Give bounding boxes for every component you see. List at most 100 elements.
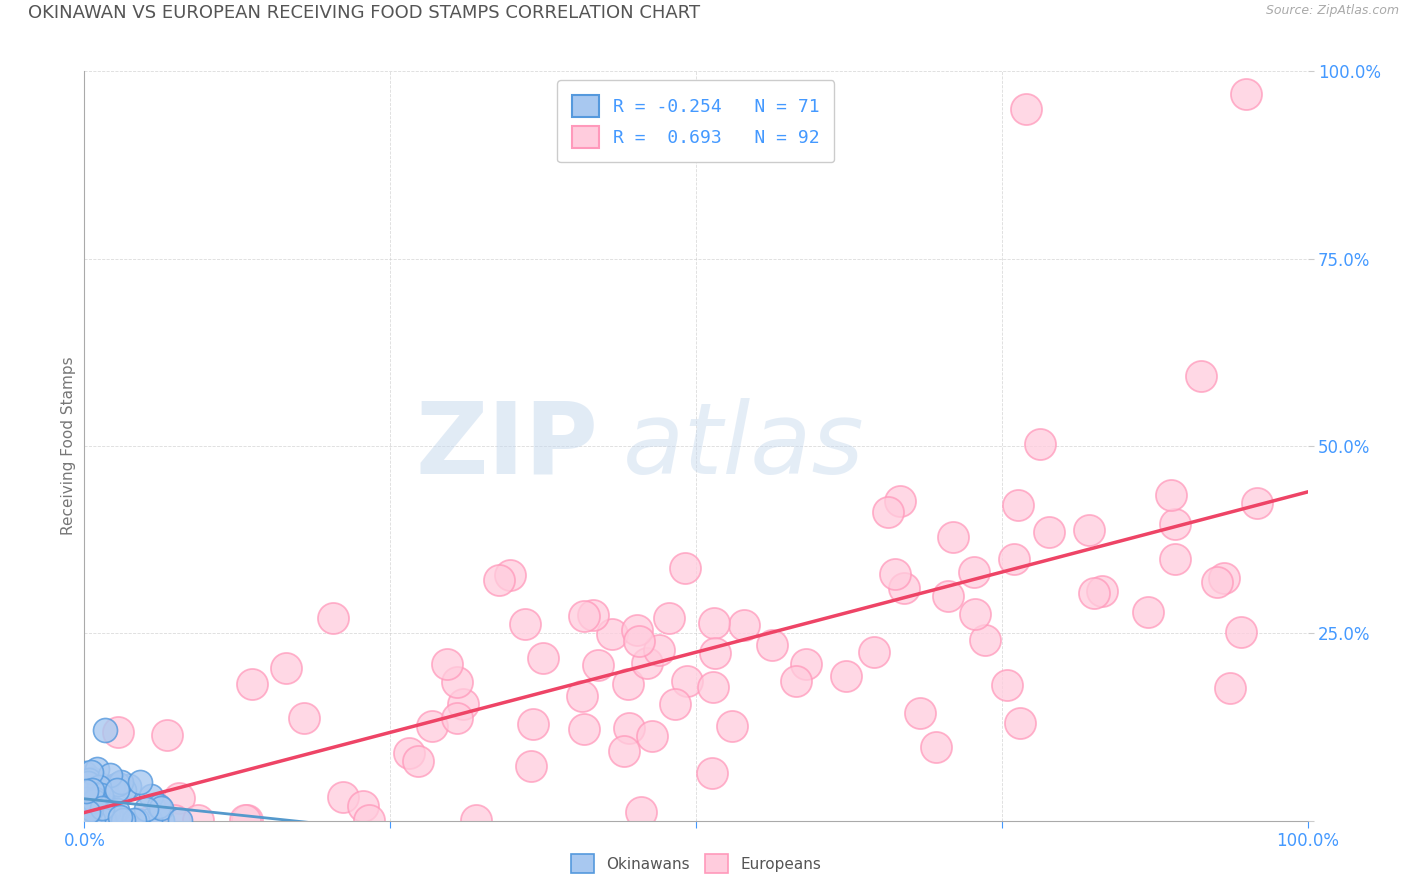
- Point: [1010, 716, 1032, 731]
- Point: [86, 762, 108, 776]
- Point: [90, 801, 112, 815]
- Point: [77, 776, 100, 790]
- Point: [464, 813, 486, 827]
- Point: [105, 803, 128, 817]
- Point: [167, 791, 190, 805]
- Point: [893, 581, 915, 595]
- Point: [75, 797, 97, 811]
- Point: [995, 678, 1018, 692]
- Point: [139, 789, 162, 803]
- Point: [86, 790, 108, 805]
- Point: [127, 813, 149, 827]
- Point: [499, 568, 522, 582]
- Point: [322, 611, 344, 625]
- Point: [835, 669, 858, 683]
- Point: [150, 813, 173, 827]
- Point: [139, 813, 162, 827]
- Point: [571, 690, 593, 704]
- Point: [702, 766, 724, 780]
- Point: [76, 798, 98, 813]
- Point: [75, 792, 97, 806]
- Point: [75, 813, 97, 827]
- Point: [963, 607, 986, 622]
- Point: [135, 802, 157, 816]
- Point: [94, 723, 117, 738]
- Point: [82, 813, 104, 827]
- Text: OKINAWAN VS EUROPEAN RECEIVING FOOD STAMPS CORRELATION CHART: OKINAWAN VS EUROPEAN RECEIVING FOOD STAM…: [28, 4, 700, 22]
- Point: [93, 800, 115, 814]
- Point: [112, 783, 135, 797]
- Point: [963, 566, 986, 580]
- Point: [664, 697, 686, 711]
- Point: [488, 573, 510, 587]
- Text: atlas: atlas: [623, 398, 865, 494]
- Point: [82, 788, 104, 802]
- Point: [600, 627, 623, 641]
- Point: [75, 813, 97, 827]
- Point: [76, 805, 98, 819]
- Point: [1007, 499, 1029, 513]
- Point: [112, 813, 135, 827]
- Point: [77, 805, 100, 820]
- Point: [107, 777, 129, 791]
- Point: [76, 812, 98, 826]
- Point: [332, 789, 354, 804]
- Point: [613, 744, 636, 758]
- Point: [93, 808, 115, 822]
- Point: [617, 677, 640, 691]
- Point: [148, 799, 170, 814]
- Point: [446, 711, 468, 725]
- Point: [93, 813, 115, 827]
- Point: [1163, 516, 1185, 531]
- Point: [658, 610, 681, 624]
- Point: [100, 807, 122, 822]
- Point: [703, 646, 725, 660]
- Point: [1246, 496, 1268, 510]
- Point: [75, 784, 97, 798]
- Point: [1230, 624, 1253, 639]
- Point: [108, 809, 131, 823]
- Point: [703, 616, 725, 631]
- Point: [87, 813, 110, 827]
- Point: [240, 677, 263, 691]
- Point: [97, 804, 120, 818]
- Point: [519, 759, 541, 773]
- Point: [169, 813, 191, 827]
- Point: [80, 802, 103, 816]
- Point: [117, 779, 139, 793]
- Point: [1160, 488, 1182, 502]
- Point: [1029, 436, 1052, 450]
- Point: [93, 780, 115, 794]
- Point: [942, 530, 965, 544]
- Point: [77, 813, 100, 827]
- Point: [80, 782, 103, 797]
- Point: [572, 608, 595, 623]
- Point: [1212, 570, 1234, 584]
- Point: [77, 797, 100, 811]
- Point: [641, 730, 664, 744]
- Point: [702, 681, 724, 695]
- Point: [619, 722, 641, 736]
- Point: [626, 623, 648, 637]
- Point: [79, 781, 101, 796]
- Point: [98, 768, 121, 782]
- Point: [83, 794, 105, 808]
- Point: [1137, 605, 1160, 619]
- Point: [274, 661, 297, 675]
- Point: [77, 798, 100, 813]
- Point: [150, 801, 173, 815]
- Point: [141, 813, 163, 827]
- Point: [398, 746, 420, 760]
- Point: [647, 643, 669, 657]
- Point: [446, 674, 468, 689]
- Point: [73, 765, 96, 780]
- Point: [1083, 586, 1105, 600]
- Point: [422, 719, 444, 733]
- Point: [1002, 552, 1025, 566]
- Point: [1189, 369, 1212, 384]
- Point: [77, 813, 100, 827]
- Point: [582, 607, 605, 622]
- Point: [733, 617, 755, 632]
- Point: [675, 561, 697, 575]
- Point: [236, 813, 259, 827]
